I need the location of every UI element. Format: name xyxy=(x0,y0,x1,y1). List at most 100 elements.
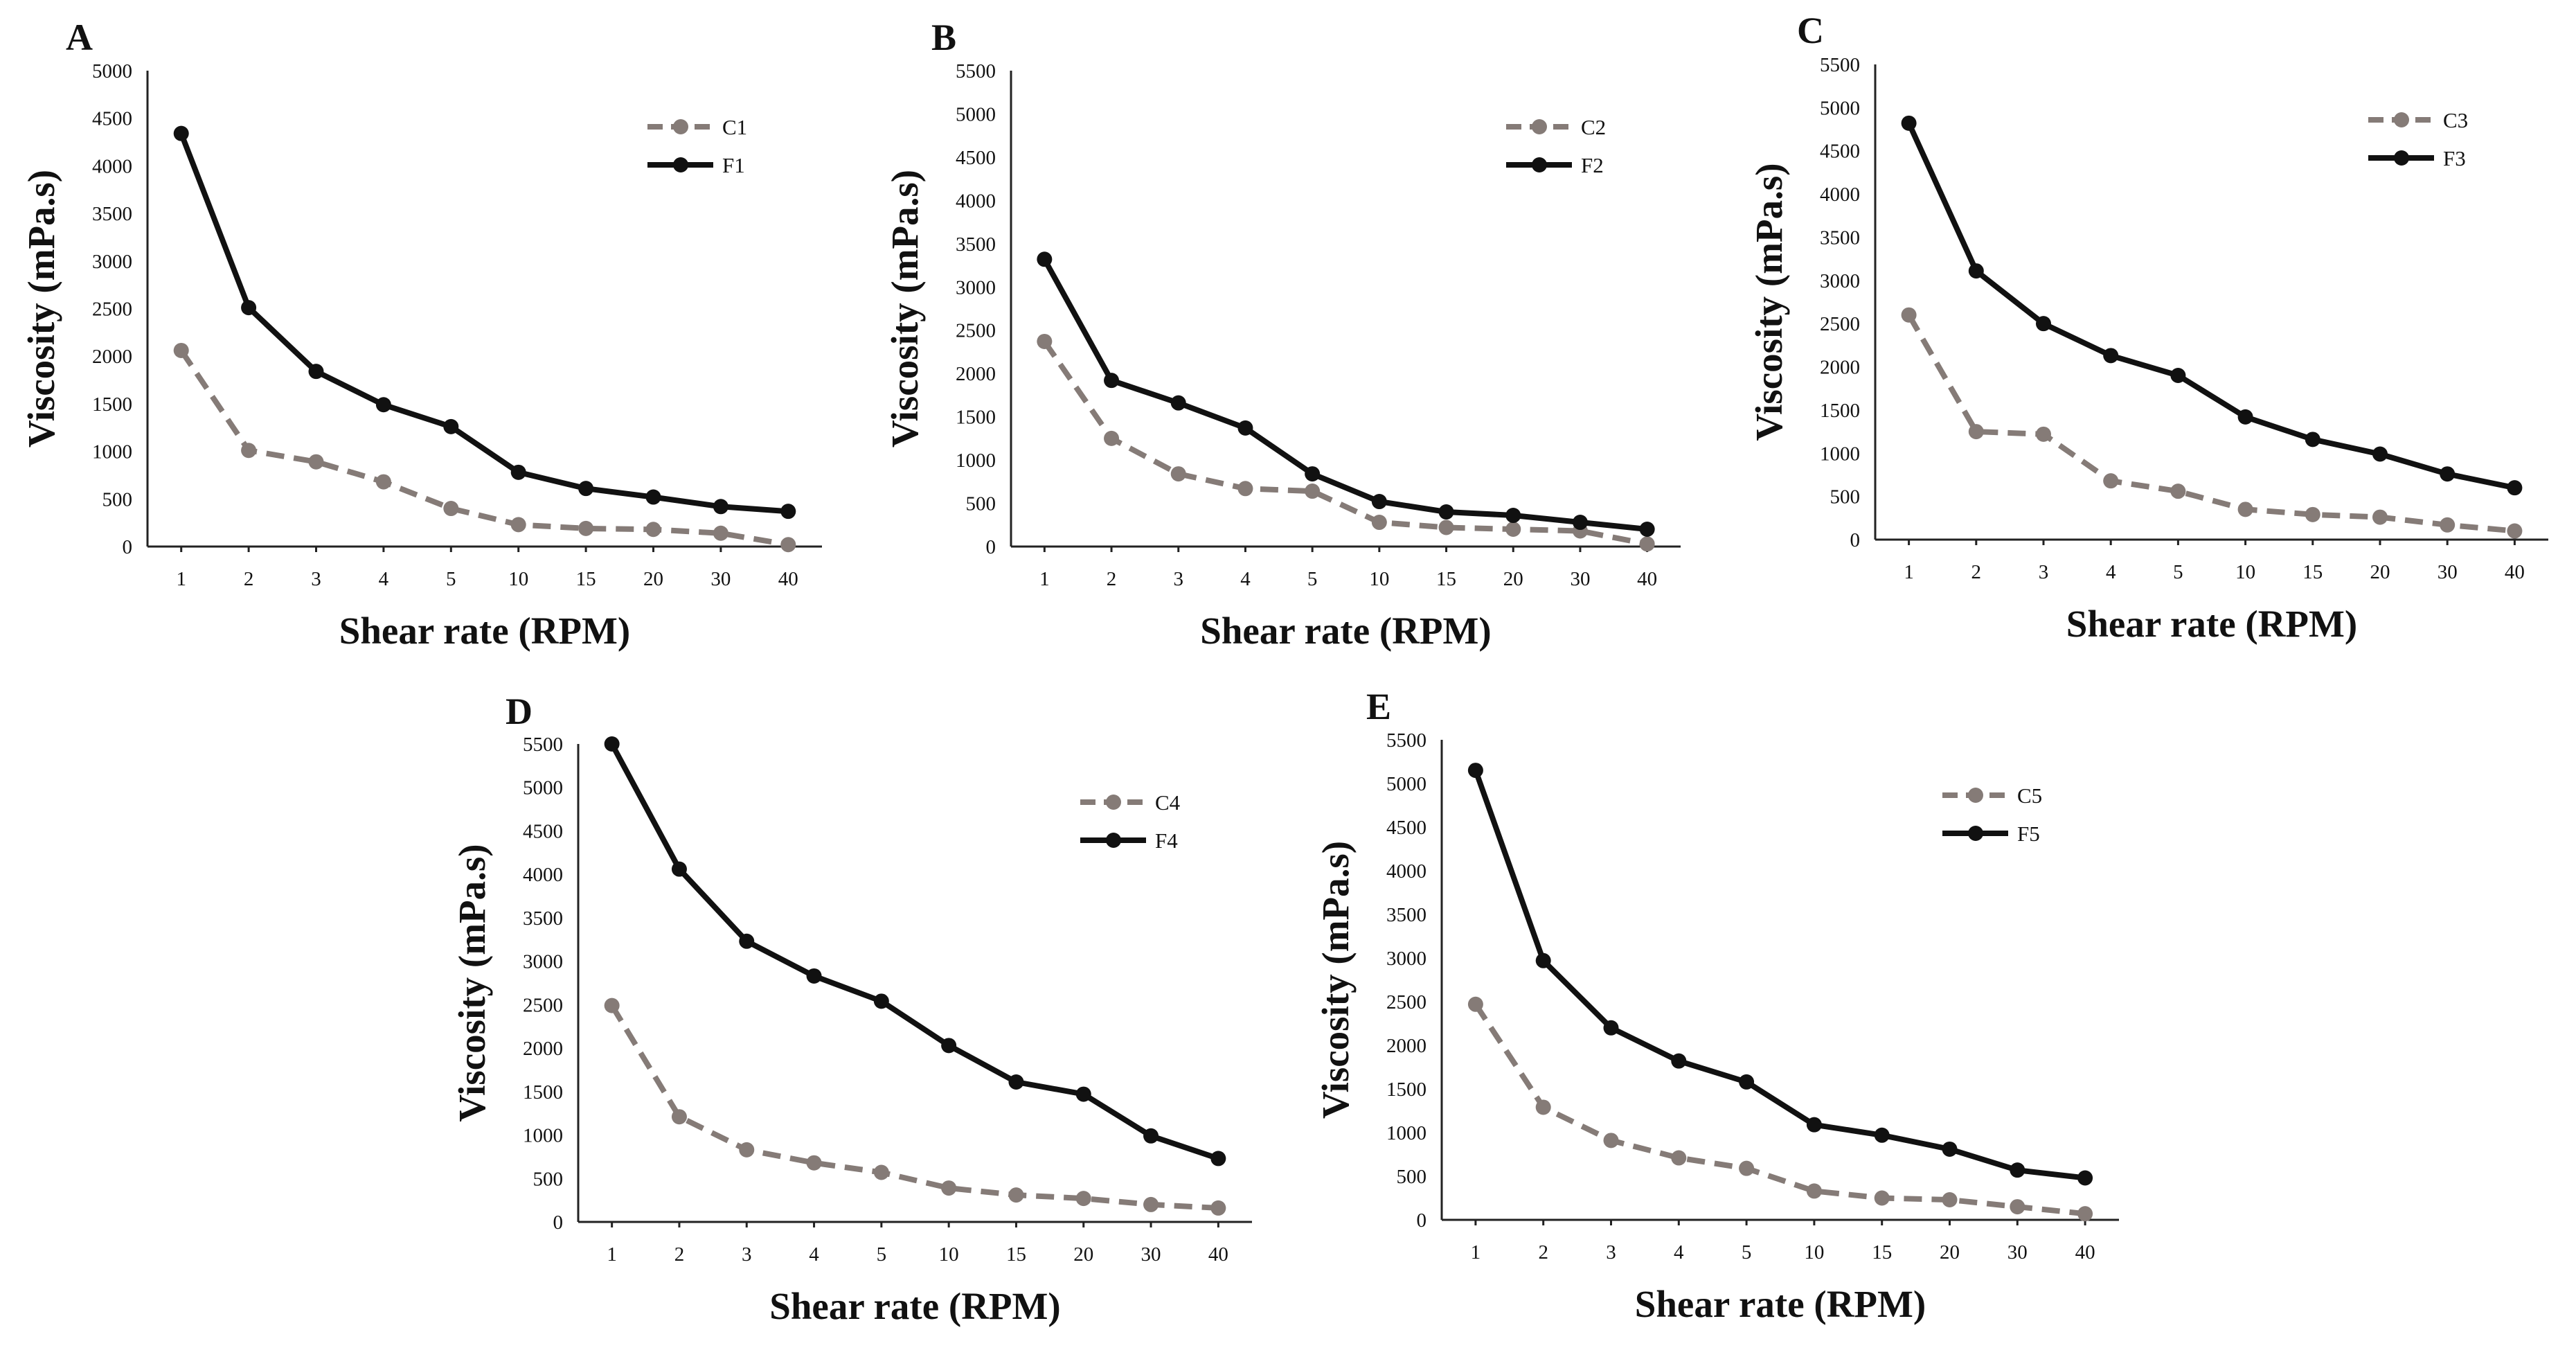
data-point-f5-30 xyxy=(2010,1162,2025,1178)
data-point-c4-4 xyxy=(806,1155,822,1171)
legend-label-c1: C1 xyxy=(722,115,747,139)
data-point-f5-2 xyxy=(1535,952,1551,968)
x-tick-label-e-5: 5 xyxy=(1742,1241,1752,1263)
y-tick-label-a-1000: 1000 xyxy=(92,441,132,463)
x-axis-title-e: Shear rate (RPM) xyxy=(1635,1283,1926,1325)
data-point-c1-1 xyxy=(173,342,189,358)
series-line-f2 xyxy=(1041,258,1648,532)
data-point-c5-1 xyxy=(1467,996,1483,1012)
data-point-f4-1 xyxy=(604,736,620,752)
y-tick-label-b-5500: 5500 xyxy=(956,60,996,82)
x-tick-label-b-4: 4 xyxy=(1240,568,1251,590)
x-tick-label-a-40: 40 xyxy=(778,568,798,590)
y-tick-label-a-500: 500 xyxy=(102,488,133,511)
data-point-f1-2 xyxy=(241,300,257,316)
legend-marker-f1 xyxy=(673,157,688,172)
legend-marker-f3 xyxy=(2394,150,2409,166)
panel-letter-a: A xyxy=(66,17,93,58)
data-point-f5-3 xyxy=(1603,1020,1619,1036)
y-tick-label-c-1500: 1500 xyxy=(1820,400,1860,422)
y-axis-title-b: Viscosity (mPa.s) xyxy=(884,170,926,447)
y-tick-label-b-3000: 3000 xyxy=(956,276,996,299)
data-point-f3-30 xyxy=(2440,466,2456,482)
y-tick-label-d-3500: 3500 xyxy=(523,907,563,930)
data-point-c4-1 xyxy=(604,997,620,1013)
x-tick-label-a-30: 30 xyxy=(710,568,731,590)
x-tick-label-e-3: 3 xyxy=(1606,1241,1616,1263)
data-point-c3-4 xyxy=(2103,473,2119,489)
panel-letter-d: D xyxy=(506,691,533,732)
y-tick-label-e-4500: 4500 xyxy=(1386,817,1426,839)
x-axis-title-a: Shear rate (RPM) xyxy=(339,610,631,652)
y-tick-label-a-4000: 4000 xyxy=(92,155,132,177)
y-tick-label-c-2000: 2000 xyxy=(1820,357,1860,379)
data-point-f2-1 xyxy=(1037,251,1053,267)
data-point-c4-5 xyxy=(873,1164,889,1180)
data-point-c1-10 xyxy=(510,517,526,533)
data-point-f4-15 xyxy=(1008,1074,1024,1090)
x-tick-label-c-2: 2 xyxy=(1971,561,1982,583)
data-point-c4-3 xyxy=(739,1142,755,1158)
data-point-f4-10 xyxy=(941,1038,957,1054)
data-point-f5-10 xyxy=(1806,1117,1822,1133)
series-line-c4 xyxy=(609,1004,1219,1211)
x-tick-label-b-40: 40 xyxy=(1637,568,1657,590)
legend-marker-c5 xyxy=(1968,788,1983,803)
y-tick-label-e-1000: 1000 xyxy=(1386,1122,1426,1144)
data-point-c3-10 xyxy=(2237,502,2253,517)
data-point-c1-15 xyxy=(578,520,594,536)
data-point-f2-40 xyxy=(1639,522,1655,538)
legend-marker-c4 xyxy=(1106,795,1121,810)
data-point-c2-5 xyxy=(1305,484,1321,499)
x-tick-label-c-5: 5 xyxy=(2173,561,2183,583)
y-tick-label-e-1500: 1500 xyxy=(1386,1079,1426,1101)
x-tick-label-a-1: 1 xyxy=(176,568,186,590)
data-point-c3-3 xyxy=(2036,426,2051,442)
y-tick-label-a-4500: 4500 xyxy=(92,108,132,130)
data-point-c5-30 xyxy=(2010,1199,2025,1215)
series-line-c2 xyxy=(1042,339,1648,547)
legend-marker-c1 xyxy=(673,119,688,134)
x-tick-label-a-3: 3 xyxy=(311,568,321,590)
x-tick-label-e-1: 1 xyxy=(1471,1241,1481,1263)
series-line-f3 xyxy=(1906,122,2516,491)
y-tick-label-e-4000: 4000 xyxy=(1386,860,1426,883)
data-point-f4-4 xyxy=(806,968,822,984)
x-tick-label-e-4: 4 xyxy=(1674,1241,1684,1263)
y-tick-label-b-5000: 5000 xyxy=(956,103,996,125)
panel-letter-b: B xyxy=(931,17,956,58)
data-point-c4-10 xyxy=(941,1180,957,1196)
data-point-f2-15 xyxy=(1438,504,1454,520)
y-tick-label-a-3500: 3500 xyxy=(92,203,132,225)
data-point-f5-15 xyxy=(1874,1127,1890,1143)
y-tick-label-e-5500: 5500 xyxy=(1386,729,1426,752)
data-point-f3-40 xyxy=(2507,480,2523,496)
x-tick-label-b-5: 5 xyxy=(1307,568,1318,590)
legend-marker-f4 xyxy=(1106,833,1121,848)
y-tick-label-c-2500: 2500 xyxy=(1820,313,1860,335)
y-tick-label-c-4500: 4500 xyxy=(1820,141,1860,163)
series-line-c1 xyxy=(179,348,789,548)
data-point-f3-3 xyxy=(2036,316,2051,332)
data-point-f3-2 xyxy=(1968,263,1984,279)
data-point-c2-3 xyxy=(1170,466,1186,482)
data-point-f1-4 xyxy=(375,397,391,413)
x-axis-title-c: Shear rate (RPM) xyxy=(2066,603,2358,645)
data-point-c5-5 xyxy=(1739,1160,1755,1176)
x-tick-label-c-1: 1 xyxy=(1904,561,1914,583)
legend-marker-f5 xyxy=(1968,826,1983,841)
data-point-f3-10 xyxy=(2237,409,2253,425)
x-axis-title-d: Shear rate (RPM) xyxy=(769,1285,1061,1327)
data-point-f2-30 xyxy=(1572,515,1588,531)
x-tick-label-a-20: 20 xyxy=(643,568,663,590)
series-line-f4 xyxy=(609,743,1219,1162)
data-point-f4-30 xyxy=(1143,1128,1159,1144)
data-point-c5-2 xyxy=(1535,1099,1551,1115)
legend-marker-c2 xyxy=(1532,119,1547,134)
y-tick-label-d-4500: 4500 xyxy=(523,820,563,842)
legend-label-c3: C3 xyxy=(2443,108,2468,132)
y-tick-label-c-0: 0 xyxy=(1850,529,1861,551)
data-point-c4-40 xyxy=(1210,1200,1226,1216)
